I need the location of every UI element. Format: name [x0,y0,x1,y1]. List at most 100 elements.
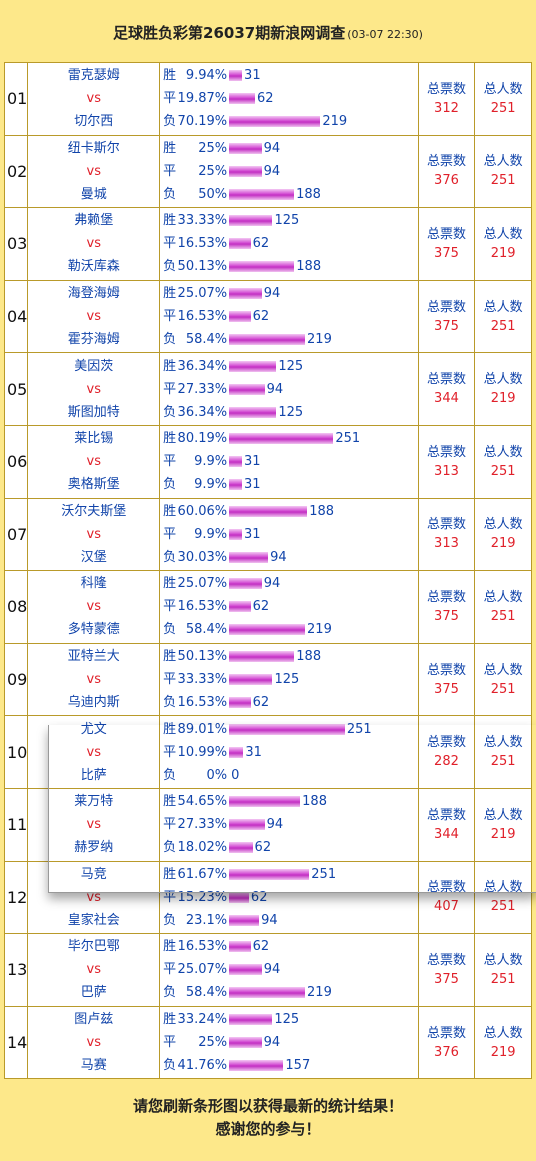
total-votes-label: 总票数 [426,226,466,242]
total-votes-label: 总票数 [426,807,466,823]
draw-row: 平 16.53% 62 [163,232,418,255]
lose-label: 负 [163,259,177,275]
total-people-label: 总人数 [483,1025,523,1041]
home-team: 弗赖堡 [74,213,114,229]
lose-bar [229,697,251,709]
total-people-label: 总人数 [483,81,523,97]
draw-percent: 15.23% [177,889,228,905]
win-label: 胜 [163,1012,177,1028]
match-teams: 莱万特 vs 赫罗纳 [27,787,161,862]
match-teams: 沃尔夫斯堡 vs 汉堡 [27,497,161,572]
total-votes-cell: 总票数 376 [417,1005,476,1080]
draw-count: 62 [250,889,268,905]
win-percent: 54.65% [177,794,228,810]
vs-label: vs [86,817,101,833]
away-team: 比萨 [80,767,107,783]
home-team: 图卢兹 [74,1012,114,1028]
draw-label: 平 [163,672,177,688]
total-people-value: 251 [490,100,516,116]
win-row: 胜 80.19% 251 [163,427,418,450]
win-row: 胜 36.34% 125 [163,355,418,378]
lose-row: 负 18.02% 62 [163,836,418,859]
draw-percent: 25.07% [177,962,228,978]
lose-count: 94 [261,912,278,928]
draw-count: 94 [263,962,281,978]
match-number: 03 [3,207,29,281]
lose-row: 负 30.03% 94 [163,546,418,569]
win-label: 胜 [163,649,177,665]
total-people-label: 总人数 [483,517,523,533]
match-teams: 科隆 vs 多特蒙德 [27,570,161,644]
lose-row: 负 23.1% 94 [163,909,418,932]
lose-bar [229,406,277,418]
win-label: 胜 [163,721,177,737]
lose-label: 负 [163,332,177,348]
draw-count: 62 [252,599,270,615]
match-teams: 海登海姆 vs 霍芬海姆 [27,279,161,354]
lose-row: 负 0% 0 [163,764,418,787]
lose-percent: 16.53% [177,695,228,711]
draw-bar [229,238,251,250]
lose-percent: 36.34% [177,404,228,420]
total-votes-label: 总票数 [426,662,466,678]
total-votes-value: 344 [434,826,459,842]
total-people-cell: 总人数 219 [474,207,532,281]
total-people-cell: 总人数 251 [474,134,532,209]
total-votes-label: 总票数 [426,880,466,896]
win-bar [229,215,273,227]
match-number: 09 [3,642,29,717]
total-people-value: 251 [490,463,516,479]
lose-row: 负 58.4% 219 [163,981,418,1004]
draw-row: 平 15.23% 62 [163,886,418,909]
lose-label: 负 [163,404,177,420]
lose-count: 62 [252,695,270,711]
lose-count: 62 [254,840,272,856]
draw-row: 平 16.53% 62 [163,595,418,618]
total-people-value: 251 [490,899,516,915]
total-people-cell: 总人数 219 [474,1005,532,1080]
total-votes-cell: 总票数 282 [417,715,476,789]
footer-line-refresh: 请您刷新条形图以获得最新的统计结果！ [132,1097,403,1115]
total-votes-value: 312 [434,100,459,116]
total-people-label: 总人数 [483,807,523,823]
win-row: 胜 54.65% 188 [163,790,418,813]
draw-row: 平 19.87% 62 [163,87,418,110]
win-percent: 25.07% [177,286,228,302]
total-votes-label: 总票数 [426,735,466,751]
total-votes-label: 总票数 [426,81,466,97]
lose-row: 负 70.19% 219 [163,110,418,133]
draw-row: 平 9.9% 31 [163,523,418,546]
win-row: 胜 9.94% 31 [163,64,418,87]
total-people-value: 219 [490,391,516,407]
win-bar [229,578,262,590]
win-row: 胜 25.07% 94 [163,282,418,305]
win-bar [229,433,334,445]
lose-label: 负 [163,985,177,1001]
win-count: 125 [274,1012,300,1028]
win-count: 125 [278,358,304,374]
away-team: 马赛 [80,1058,107,1074]
lose-bar [229,624,306,636]
away-team: 勒沃库森 [67,259,120,275]
draw-percent: 33.33% [177,672,228,688]
match-row: 02 纽卡斯尔 vs 曼城 胜 25% 94 平 25% 94 负 50% 18… [3,134,532,209]
home-team: 莱比锡 [74,431,114,447]
total-votes-label: 总票数 [426,1025,466,1041]
win-bar [229,723,345,735]
lose-row: 负 36.34% 125 [163,401,418,424]
vote-stats: 胜 25.07% 94 平 16.53% 62 负 58.4% 219 [159,570,419,644]
total-votes-value: 313 [434,463,459,479]
draw-label: 平 [163,599,177,615]
total-votes-label: 总票数 [426,517,466,533]
lose-row: 负 41.76% 157 [163,1054,418,1077]
lose-bar [229,479,242,491]
vote-stats: 胜 25.07% 94 平 16.53% 62 负 58.4% 219 [159,279,419,354]
title-time: (03-07 22:30) [347,28,423,41]
lose-row: 负 50.13% 188 [163,255,418,278]
home-team: 科隆 [80,576,107,592]
win-count: 188 [309,503,335,519]
win-label: 胜 [163,431,177,447]
lose-count: 157 [285,1058,311,1074]
total-votes-value: 375 [434,608,459,624]
